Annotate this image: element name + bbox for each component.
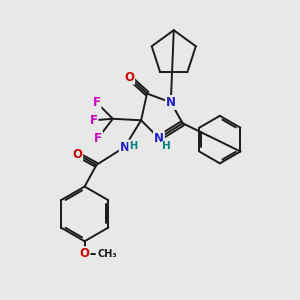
Text: CH₃: CH₃ bbox=[97, 249, 117, 259]
Text: O: O bbox=[124, 71, 134, 84]
Text: N: N bbox=[120, 140, 130, 154]
Text: F: F bbox=[89, 114, 98, 127]
Text: O: O bbox=[72, 148, 82, 161]
Text: N: N bbox=[154, 132, 164, 145]
Text: H: H bbox=[162, 141, 171, 152]
Text: N: N bbox=[166, 96, 176, 109]
Text: F: F bbox=[92, 96, 101, 109]
Text: O: O bbox=[80, 247, 90, 260]
Text: F: F bbox=[94, 132, 102, 145]
Text: H: H bbox=[129, 140, 137, 151]
